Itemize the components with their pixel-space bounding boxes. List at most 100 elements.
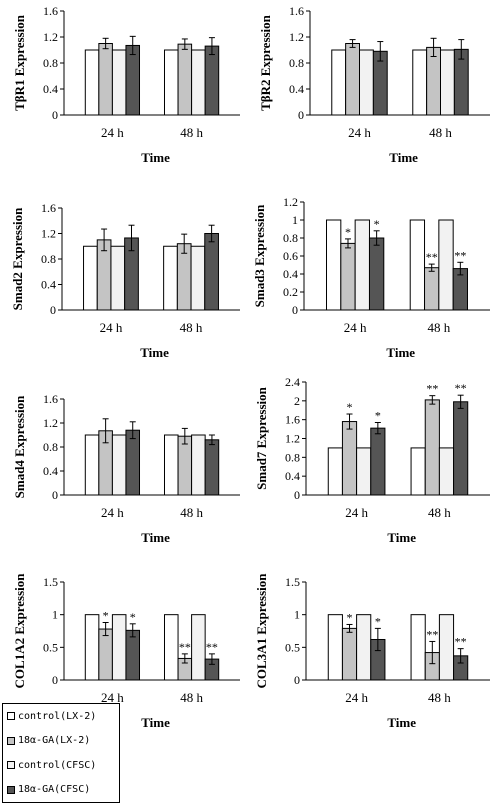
y-tick-label: 2 [294, 394, 300, 408]
chart-panel: 00.40.81.21.622.4**24 h** **48 hTimeSmad7… [254, 375, 490, 545]
y-tick-label: 1 [294, 608, 300, 622]
legend-item: 18α-GA(CFSC) [3, 778, 119, 803]
significance-label: ** [426, 382, 438, 396]
x-tick-label: 48 h [180, 690, 203, 705]
bar [426, 46, 442, 116]
bar [438, 447, 455, 496]
y-tick-label: 0.4 [285, 469, 300, 483]
y-tick-label: 1.5 [285, 575, 300, 589]
significance-label: * [345, 225, 351, 239]
bar [125, 429, 141, 496]
y-axis-label: Smad4 Expression [12, 395, 27, 498]
significance-label: * [347, 610, 353, 624]
y-tick-label: 0.8 [289, 56, 304, 70]
bar [359, 49, 374, 116]
bar [331, 49, 347, 116]
bar [163, 245, 178, 311]
bar [111, 434, 127, 496]
legend-label: 18α-GA(LX-2) [18, 735, 91, 747]
y-tick-label: 0.4 [289, 82, 304, 96]
bar [341, 627, 358, 681]
bar [98, 628, 113, 681]
bar [125, 44, 141, 116]
y-tick-label: 1.6 [43, 392, 58, 406]
y-tick-label: 0 [294, 488, 300, 502]
x-axis-label: Time [141, 715, 170, 730]
significance-label: * [374, 217, 380, 231]
bar [354, 219, 370, 311]
bar [163, 49, 179, 116]
bar [368, 237, 385, 311]
x-axis-label: Time [386, 345, 415, 360]
bar [438, 614, 455, 681]
y-tick-label: 0 [294, 673, 300, 687]
chart-panel: 00.20.40.60.811.2**24 h** **48 hTimeSmad3… [252, 195, 490, 360]
bar [412, 49, 428, 116]
bar [410, 447, 426, 496]
bar [84, 49, 100, 116]
y-tick-label: 0.8 [285, 450, 300, 464]
x-tick-label: 48 h [180, 505, 203, 520]
y-tick-label: 0.8 [41, 252, 56, 266]
y-tick-label: 1.2 [43, 30, 58, 44]
bar [83, 245, 98, 311]
bar [341, 421, 358, 496]
x-tick-label: 24 h [348, 125, 371, 140]
significance-label: * [103, 609, 109, 623]
y-tick-label: 1.6 [43, 4, 58, 18]
y-axis-label: Smad7 Expression [254, 386, 269, 489]
y-tick-label: 0 [298, 108, 304, 122]
y-axis-label: COL1A2 Expression [12, 573, 27, 689]
y-tick-label: 0.8 [283, 231, 298, 245]
bar [204, 45, 220, 116]
y-tick-label: 0.4 [43, 82, 58, 96]
y-axis-label: Smad3 Expression [252, 204, 267, 307]
bar [204, 439, 220, 496]
y-tick-label: 1.2 [41, 227, 56, 241]
bar [177, 43, 193, 116]
bar [409, 219, 426, 311]
bar [125, 629, 141, 681]
significance-label: * [347, 400, 353, 414]
bar [356, 614, 372, 681]
significance-label: ** [455, 635, 467, 649]
x-tick-label: 24 h [345, 690, 368, 705]
legend-label: 18α-GA(CFSC) [18, 784, 91, 796]
significance-label: * [375, 614, 381, 628]
y-tick-label: 0.4 [43, 464, 58, 478]
y-tick-label: 1.6 [41, 201, 56, 215]
y-tick-label: 1.2 [285, 432, 300, 446]
significance-label: ** [455, 381, 467, 395]
bar [84, 614, 100, 681]
x-tick-label: 24 h [101, 505, 124, 520]
legend-item: control(LX-2) [3, 704, 119, 729]
bar [410, 614, 426, 681]
y-tick-label: 1 [52, 608, 58, 622]
legend-item: 18α-GA(LX-2) [3, 729, 119, 754]
bar [356, 447, 372, 496]
significance-label: * [130, 610, 136, 624]
x-axis-label: Time [141, 150, 170, 165]
significance-label: ** [426, 250, 438, 264]
x-tick-label: 24 h [101, 690, 124, 705]
legend-label: control(LX-2) [18, 710, 97, 722]
bar [424, 267, 440, 311]
x-tick-label: 24 h [100, 320, 123, 335]
x-tick-label: 24 h [101, 125, 124, 140]
bar [191, 49, 206, 116]
y-tick-label: 0.2 [283, 285, 298, 299]
bar [327, 614, 343, 681]
bar [98, 43, 113, 116]
y-tick-label: 0 [50, 303, 56, 317]
y-tick-label: 0 [292, 303, 298, 317]
x-axis-label: Time [140, 345, 169, 360]
bar [111, 614, 127, 681]
bar [163, 614, 179, 681]
y-tick-label: 1.6 [285, 413, 300, 427]
significance-label: * [375, 408, 381, 422]
bar [190, 245, 206, 311]
y-tick-label: 0.8 [43, 440, 58, 454]
y-tick-label: 2.4 [285, 375, 300, 389]
x-tick-label: 48 h [180, 125, 203, 140]
legend-swatch [7, 761, 15, 770]
